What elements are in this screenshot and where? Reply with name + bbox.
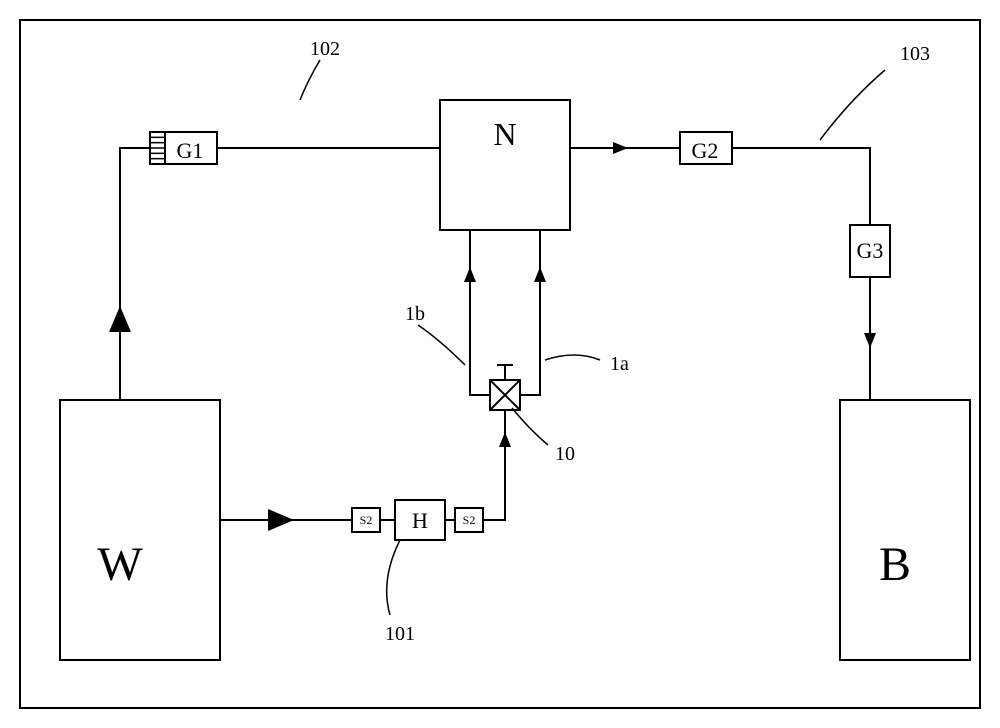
svg-text:G1: G1 bbox=[177, 138, 204, 163]
svg-text:103: 103 bbox=[900, 43, 930, 65]
svg-text:S2: S2 bbox=[463, 513, 476, 527]
flow-diagram: W N B G1 G2 G3 H S2 S2 102 103 101 1b 1a 10 bbox=[0, 0, 1000, 728]
svg-text:S2: S2 bbox=[360, 513, 373, 527]
svg-text:102: 102 bbox=[310, 38, 340, 60]
svg-text:1a: 1a bbox=[610, 353, 629, 375]
svg-text:1b: 1b bbox=[405, 303, 425, 325]
svg-text:10: 10 bbox=[555, 443, 575, 465]
svg-text:B: B bbox=[879, 538, 911, 591]
svg-text:101: 101 bbox=[385, 623, 415, 645]
svg-text:N: N bbox=[493, 116, 516, 152]
svg-text:G2: G2 bbox=[692, 138, 719, 163]
svg-text:G3: G3 bbox=[857, 238, 884, 263]
svg-text:H: H bbox=[412, 508, 428, 533]
svg-text:W: W bbox=[97, 538, 143, 591]
